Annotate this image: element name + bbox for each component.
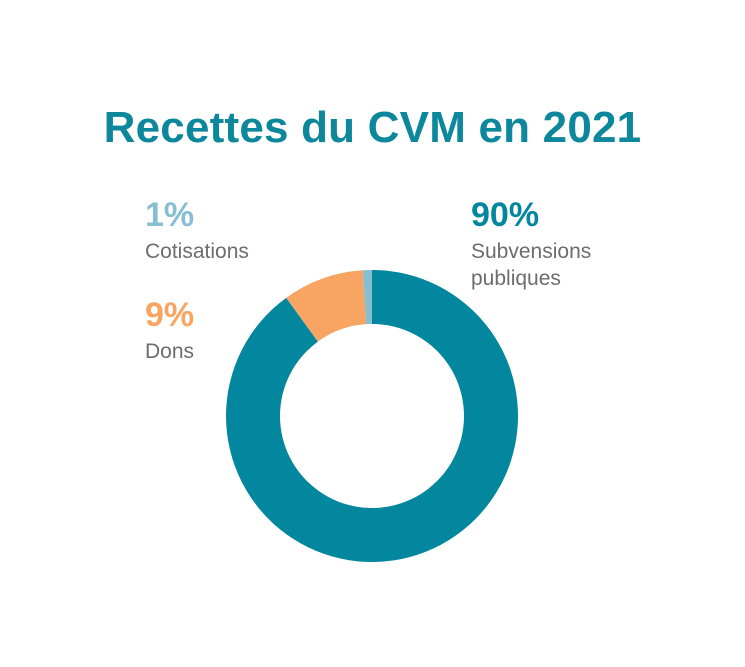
legend-item-subvensions-publiques: 90% Subvensions publiques — [471, 196, 591, 292]
legend-value-subvensions-publiques: 90% — [471, 196, 540, 234]
legend-value-dons: 9% — [145, 296, 195, 334]
donut-slice-subvensions-publiques — [226, 270, 519, 562]
legend-label-cotisations: Cotisations — [145, 240, 249, 263]
legend-item-cotisations: 1% Cotisations — [145, 196, 249, 265]
legend-item-dons: 9% Dons — [145, 296, 194, 365]
legend-label-dons: Dons — [145, 340, 195, 363]
legend-value-cotisations: 1% — [145, 196, 195, 234]
donut-slice-dons — [286, 270, 367, 342]
legend-label-subvensions-publiques: Subvensions publiques — [471, 240, 592, 290]
chart-title: Recettes du CVM en 2021 — [103, 103, 642, 152]
donut-slice-cotisations — [362, 270, 372, 325]
